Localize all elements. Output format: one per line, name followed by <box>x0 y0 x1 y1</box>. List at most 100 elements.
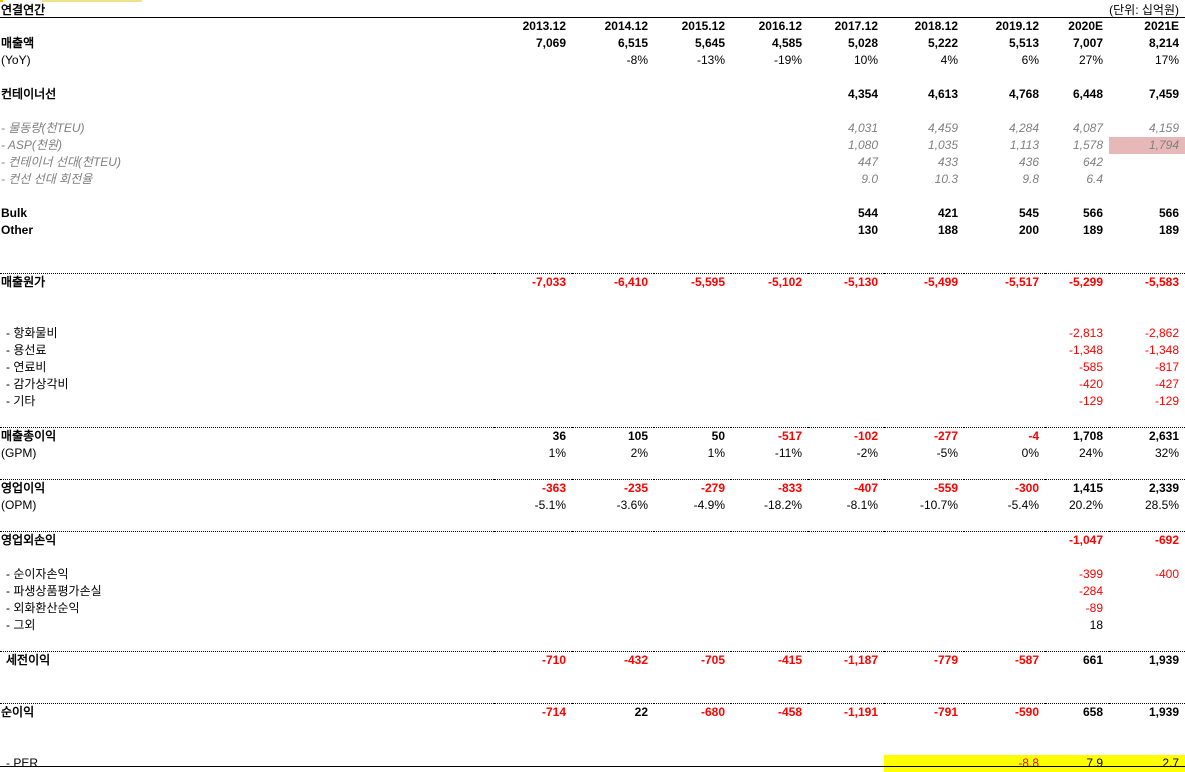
value-cell[interactable] <box>731 222 808 239</box>
value-cell[interactable] <box>572 686 654 704</box>
value-cell[interactable] <box>494 669 572 686</box>
value-cell[interactable] <box>572 738 654 755</box>
value-cell[interactable] <box>494 291 572 308</box>
value-cell[interactable] <box>884 566 964 583</box>
row-label-cell[interactable]: 매출총이익 <box>0 427 494 445</box>
value-cell[interactable]: -102 <box>808 427 884 445</box>
value-cell[interactable] <box>808 393 884 410</box>
value-cell[interactable] <box>572 410 654 428</box>
value-cell[interactable] <box>494 462 572 480</box>
value-cell[interactable]: -300 <box>964 479 1045 497</box>
value-cell[interactable]: 4,284 <box>1008 121 1039 135</box>
row-label-cell[interactable]: Bulk <box>1 206 28 220</box>
value-cell[interactable] <box>808 566 884 583</box>
value-cell[interactable] <box>808 531 884 549</box>
value-cell[interactable] <box>572 256 654 274</box>
value-cell[interactable]: 18 <box>1089 618 1103 632</box>
value-cell[interactable]: 6.4 <box>1086 172 1103 186</box>
row-label-cell[interactable] <box>0 462 494 480</box>
value-cell[interactable] <box>572 222 654 239</box>
value-cell[interactable] <box>884 291 964 308</box>
value-cell[interactable] <box>654 359 731 376</box>
value-cell[interactable] <box>731 171 808 188</box>
value-cell[interactable]: 8,214 <box>1148 36 1179 50</box>
value-cell[interactable] <box>1045 291 1109 308</box>
value-cell[interactable] <box>494 634 572 652</box>
value-cell[interactable] <box>808 669 884 686</box>
value-cell[interactable] <box>1109 617 1185 634</box>
header-cell[interactable]: 2019.12 <box>995 19 1039 33</box>
value-cell[interactable]: 544 <box>857 206 878 220</box>
value-cell[interactable]: -8.1% <box>846 498 878 512</box>
row-label-cell[interactable]: (YoY) <box>1 53 31 67</box>
value-cell[interactable]: -13% <box>696 53 725 67</box>
value-cell[interactable] <box>808 359 884 376</box>
value-cell[interactable] <box>1109 154 1185 171</box>
value-cell[interactable] <box>494 686 572 704</box>
value-cell[interactable] <box>654 86 731 103</box>
row-label-cell[interactable]: 매출액 <box>1 36 35 50</box>
value-cell[interactable] <box>731 566 808 583</box>
header-label-cell[interactable] <box>0 18 494 35</box>
row-label-cell[interactable] <box>0 239 494 256</box>
value-cell[interactable]: 1,939 <box>1109 651 1185 669</box>
value-cell[interactable]: 4,585 <box>771 36 802 50</box>
value-cell[interactable] <box>884 531 964 549</box>
value-cell[interactable] <box>731 755 808 772</box>
value-cell[interactable] <box>572 239 654 256</box>
row-label-cell[interactable]: - PER <box>6 756 39 770</box>
row-label-cell[interactable] <box>0 103 494 120</box>
value-cell[interactable]: -4.9% <box>693 498 725 512</box>
value-cell[interactable]: 447 <box>857 155 878 169</box>
value-cell[interactable] <box>884 721 964 738</box>
value-cell[interactable] <box>572 154 654 171</box>
value-cell[interactable] <box>884 549 964 566</box>
value-cell[interactable]: 2,631 <box>1109 427 1185 445</box>
value-cell[interactable] <box>731 325 808 342</box>
value-cell[interactable] <box>884 308 964 325</box>
value-cell[interactable] <box>654 308 731 325</box>
row-label-cell[interactable]: 영업이익 <box>0 479 494 497</box>
value-cell[interactable] <box>731 188 808 205</box>
row-label-cell[interactable]: - 항화물비 <box>6 326 58 340</box>
value-cell[interactable] <box>572 342 654 359</box>
value-cell[interactable]: 6,515 <box>617 36 648 50</box>
value-cell[interactable] <box>964 738 1045 755</box>
value-cell[interactable]: -19% <box>773 53 802 67</box>
value-cell[interactable] <box>731 342 808 359</box>
value-cell[interactable] <box>494 617 572 634</box>
value-cell[interactable]: 5,222 <box>927 36 958 50</box>
value-cell[interactable]: 1,708 <box>1045 427 1109 445</box>
value-cell[interactable]: 28.5% <box>1144 498 1179 512</box>
value-cell[interactable] <box>964 291 1045 308</box>
value-cell[interactable] <box>572 393 654 410</box>
row-label-cell[interactable]: - 기타 <box>6 394 36 408</box>
value-cell[interactable]: 4% <box>940 53 958 67</box>
header-cell[interactable]: 2017.12 <box>834 19 878 33</box>
value-cell[interactable] <box>808 342 884 359</box>
value-cell[interactable]: -363 <box>494 479 572 497</box>
value-cell[interactable] <box>1109 410 1185 428</box>
value-cell[interactable]: 2.7 <box>1109 755 1185 772</box>
value-cell[interactable] <box>654 600 731 617</box>
value-cell[interactable] <box>808 239 884 256</box>
row-label-cell[interactable] <box>0 738 494 755</box>
value-cell[interactable]: 4,031 <box>847 121 878 135</box>
value-cell[interactable]: -680 <box>654 703 731 721</box>
value-cell[interactable] <box>884 410 964 428</box>
value-cell[interactable] <box>964 617 1045 634</box>
row-label-cell[interactable]: - ASP(천원) <box>1 138 62 152</box>
value-cell[interactable] <box>654 137 731 154</box>
value-cell[interactable] <box>964 359 1045 376</box>
value-cell[interactable] <box>731 549 808 566</box>
value-cell[interactable] <box>808 721 884 738</box>
value-cell[interactable] <box>654 376 731 393</box>
value-cell[interactable]: -11% <box>774 446 802 460</box>
value-cell[interactable] <box>731 669 808 686</box>
value-cell[interactable] <box>1045 462 1109 480</box>
value-cell[interactable] <box>494 52 572 69</box>
value-cell[interactable]: 4,459 <box>927 121 958 135</box>
value-cell[interactable]: -1,348 <box>1068 343 1103 357</box>
value-cell[interactable] <box>1109 583 1185 600</box>
value-cell[interactable]: -5,517 <box>964 273 1045 291</box>
